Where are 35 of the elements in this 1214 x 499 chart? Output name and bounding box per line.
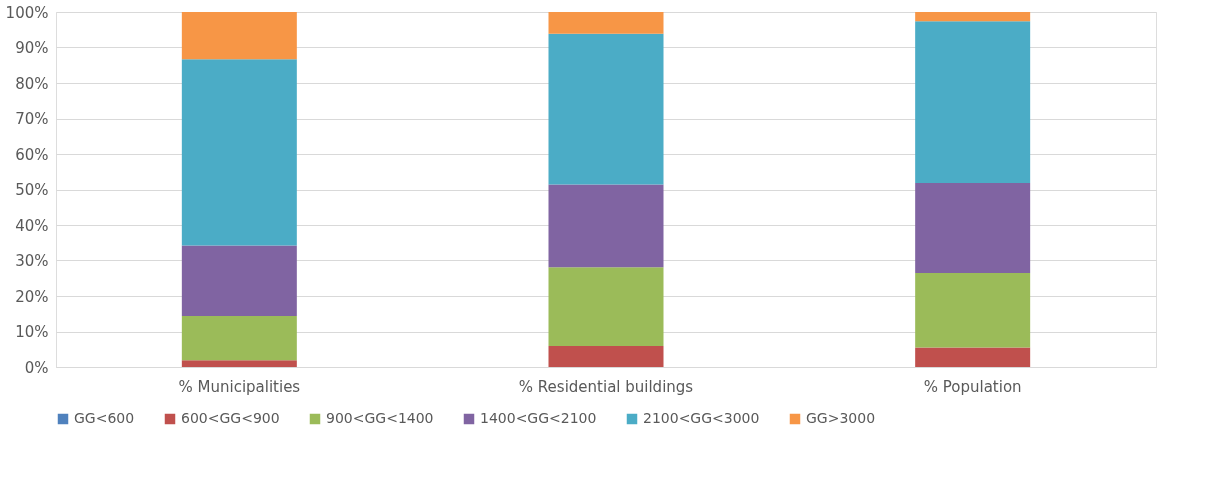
bar [915,272,1031,348]
legend-label: 600<GG<900 [181,410,280,426]
x-tick-label: % Residential buildings [518,377,694,396]
bar [181,59,297,246]
bar [915,21,1031,184]
y-tick-label: 50% [15,181,49,199]
y-tick-label: 0% [24,358,49,377]
bar [548,12,664,34]
bar [548,346,664,367]
bar [548,33,664,185]
bar [915,183,1031,273]
legend-label: 900<GG<1400 [326,410,434,426]
y-tick-label: 60% [15,145,49,164]
bar [548,184,664,268]
legend-label: GG>3000 [806,410,876,426]
bar [181,12,297,60]
y-tick-label: 20% [15,287,49,306]
y-tick-label: 40% [15,216,49,235]
bar [915,347,1031,367]
y-tick-label: 70% [15,110,49,128]
legend-label: 1400<GG<2100 [480,410,597,426]
bar [181,245,297,316]
bar [181,360,297,367]
legend-label: GG<600 [74,410,135,426]
y-tick-label: 100% [5,3,49,22]
y-tick-label: 30% [15,252,49,270]
x-tick-label: % Population [923,377,1022,396]
bar [548,267,664,347]
y-tick-label: 80% [15,74,49,93]
bar [181,315,297,361]
legend-label: 2100<GG<3000 [643,410,760,426]
x-tick-label: % Municipalities [178,377,301,396]
bar [915,12,1031,22]
y-tick-label: 90% [15,39,49,57]
y-tick-label: 10% [15,323,49,341]
